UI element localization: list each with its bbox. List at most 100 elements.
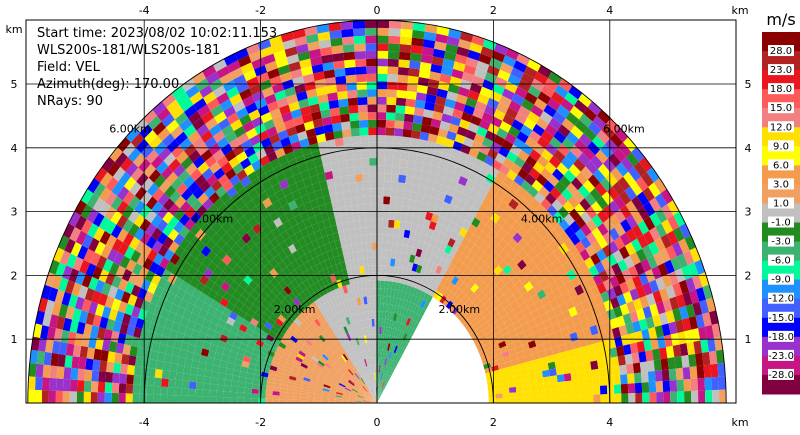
field-cell	[318, 346, 326, 354]
field-cell	[387, 327, 392, 336]
field-cell	[458, 175, 468, 187]
field-cell	[543, 302, 553, 313]
field-cell	[660, 358, 669, 371]
field-cell	[294, 276, 303, 286]
field-cell	[556, 162, 569, 176]
field-cell	[360, 150, 370, 159]
field-cell	[260, 235, 271, 247]
field-cell	[403, 292, 410, 302]
field-cell	[408, 152, 418, 162]
field-cell	[236, 107, 249, 120]
field-cell	[420, 124, 431, 134]
field-cell	[202, 396, 210, 403]
field-cell	[461, 111, 473, 123]
field-cell	[528, 372, 537, 380]
field-cell	[468, 189, 479, 201]
field-cell	[503, 355, 512, 363]
field-cell	[294, 197, 304, 208]
field-cell	[314, 213, 324, 224]
field-cell	[516, 350, 525, 359]
field-cell	[203, 91, 217, 105]
field-cell	[424, 235, 432, 245]
field-cell	[55, 390, 63, 403]
field-cell	[263, 214, 274, 226]
field-cell	[555, 295, 566, 306]
field-cell	[594, 261, 606, 274]
field-cell	[404, 113, 414, 123]
field-cell	[199, 180, 211, 193]
field-cell	[339, 381, 347, 387]
field-cell	[135, 240, 147, 254]
field-cell	[230, 391, 238, 398]
field-cell	[356, 399, 364, 401]
field-cell	[410, 295, 417, 304]
field-cell	[350, 331, 356, 340]
field-cell	[310, 274, 318, 284]
field-cell	[382, 311, 386, 320]
field-cell	[495, 170, 507, 183]
field-cell	[386, 319, 391, 328]
field-cell	[619, 190, 632, 205]
field-cell	[508, 381, 516, 388]
field-cell	[88, 237, 100, 252]
field-cell	[549, 315, 559, 326]
field-cell	[336, 390, 344, 394]
field-cell	[408, 67, 420, 77]
field-cell	[482, 79, 495, 91]
field-cell	[273, 217, 283, 228]
field-cell	[508, 100, 522, 113]
field-cell	[258, 389, 266, 395]
field-cell	[375, 372, 377, 381]
field-cell	[156, 231, 168, 245]
field-cell	[377, 372, 379, 381]
field-cell	[377, 150, 386, 159]
field-cell	[307, 397, 315, 401]
field-cell	[427, 172, 437, 183]
field-cell	[247, 340, 256, 349]
field-cell	[118, 393, 126, 403]
field-cell	[228, 156, 241, 169]
field-cell	[588, 265, 599, 278]
field-cell	[284, 86, 297, 98]
field-cell	[328, 308, 335, 317]
x-tick-label-bottom: 2	[490, 416, 497, 429]
field-cell	[469, 42, 483, 54]
field-cell	[525, 271, 536, 282]
field-cell	[432, 48, 446, 59]
field-cell	[620, 334, 630, 346]
field-cell	[368, 150, 377, 159]
field-cell	[322, 251, 330, 262]
field-cell	[371, 349, 375, 358]
field-cell	[170, 125, 184, 140]
field-cell	[537, 390, 545, 397]
field-cell	[396, 243, 403, 253]
field-cell	[643, 339, 653, 352]
field-cell	[298, 368, 306, 375]
field-cell	[646, 167, 660, 183]
field-cell	[575, 171, 589, 185]
field-cell	[585, 378, 593, 387]
field-cell	[234, 334, 244, 343]
field-cell	[303, 376, 311, 382]
field-cell	[470, 115, 482, 127]
field-cell	[326, 250, 334, 260]
field-cell	[577, 371, 586, 380]
field-cell	[516, 186, 528, 198]
colorbar-label-bg	[768, 349, 794, 361]
field-cell	[174, 245, 185, 258]
field-cell	[608, 200, 620, 214]
field-cell	[127, 147, 141, 163]
field-cell	[365, 393, 372, 399]
field-cell	[606, 308, 617, 321]
field-cell	[383, 204, 390, 213]
field-cell	[564, 316, 574, 328]
field-cell	[385, 342, 389, 351]
field-cell	[276, 292, 285, 302]
field-cell	[259, 330, 269, 339]
field-cell	[511, 264, 522, 276]
field-cell	[447, 83, 460, 94]
field-cell	[400, 21, 414, 30]
field-cell	[295, 43, 309, 54]
field-cell	[380, 365, 384, 373]
field-cell	[434, 223, 443, 233]
